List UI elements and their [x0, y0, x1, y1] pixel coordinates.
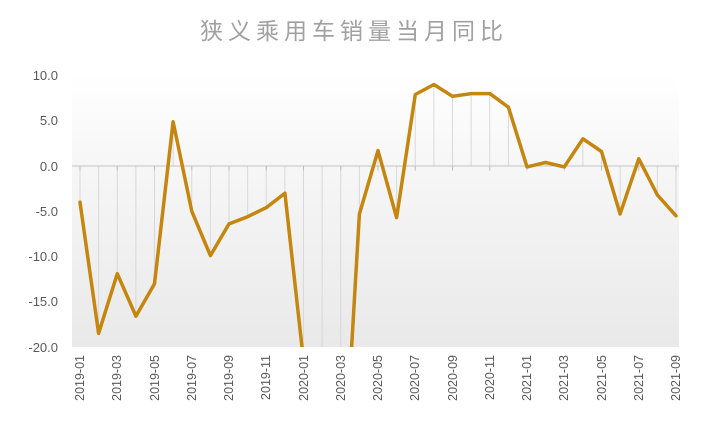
x-axis-label: 2020-03	[333, 355, 348, 401]
x-axis-label: 2021-05	[594, 355, 609, 401]
y-axis-label: 5.0	[39, 113, 58, 129]
sales-yoy-series-line	[78, 82, 678, 347]
y-axis-label: -5.0	[35, 203, 58, 219]
x-axis-label: 2020-09	[445, 355, 460, 401]
x-axis-label: 2019-01	[73, 355, 87, 401]
x-axis-label: 2021-03	[557, 355, 572, 401]
y-axis-label: 10.0	[32, 68, 58, 83]
x-axis-label: 2020-07	[408, 355, 423, 401]
y-axis-label: 0.0	[39, 158, 58, 174]
x-axis-label: 2021-09	[669, 355, 683, 401]
y-axis-label: -15.0	[28, 294, 58, 310]
line-chart-svg	[72, 82, 679, 347]
chart-title: 狭义乘用车销量当月同比	[200, 18, 508, 44]
x-axis-label: 2020-05	[371, 355, 385, 401]
x-axis-label: 2019-09	[222, 355, 236, 401]
x-axis-label: 2019-07	[184, 355, 199, 401]
x-axis-label: 2019-03	[110, 355, 125, 401]
x-axis-label: 2021-01	[520, 355, 534, 401]
y-axis-label: -10.0	[28, 249, 58, 264]
x-axis-label: 2020-01	[296, 355, 311, 401]
y-axis-label: -20.0	[28, 339, 58, 355]
x-axis-label: 2019-11	[259, 355, 274, 400]
x-axis-label: 2020-11	[482, 355, 497, 400]
plot-area	[72, 75, 679, 347]
x-axis-label: 2019-05	[147, 355, 162, 401]
x-axis-label: 2021-07	[631, 355, 646, 401]
